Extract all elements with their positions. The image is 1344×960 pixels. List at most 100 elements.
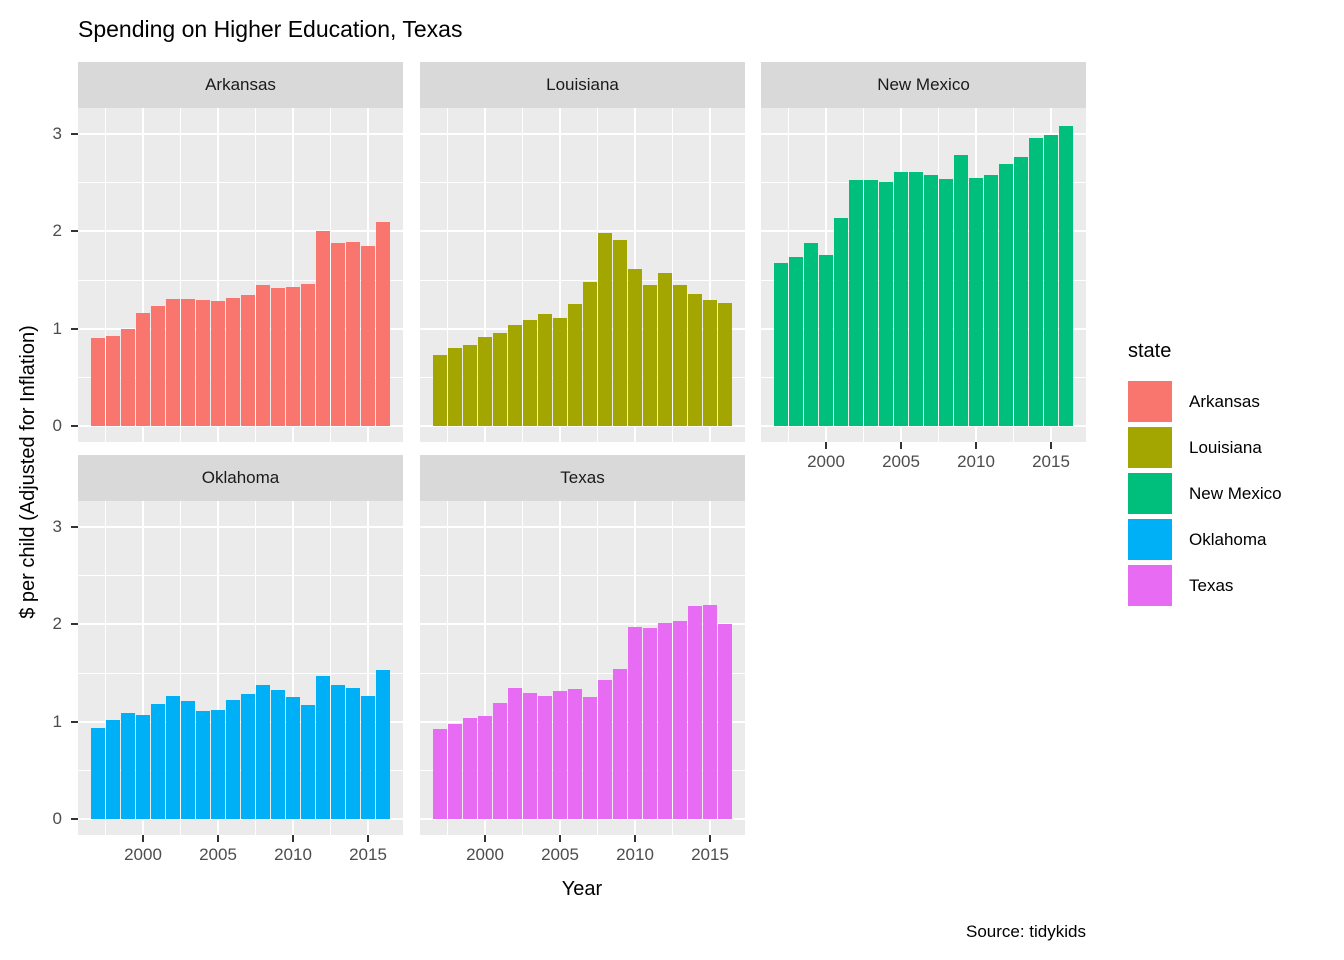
facet-panel-new-mexico [761, 108, 1086, 442]
bar-arkansas-2005 [211, 301, 225, 426]
legend-label: Louisiana [1189, 437, 1262, 457]
bar-louisiana-2009 [613, 240, 627, 426]
legend-label: New Mexico [1189, 483, 1282, 503]
gridline-major-v [142, 108, 144, 442]
x-tick-mark [559, 835, 561, 842]
x-tick-mark [484, 835, 486, 842]
gridline-major-v [217, 501, 219, 835]
bar-texas-2000 [478, 715, 492, 819]
bar-oklahoma-2001 [151, 704, 165, 819]
bar-oklahoma-2002 [166, 696, 180, 819]
x-tick-mark [292, 835, 294, 842]
bar-new-mexico-2004 [879, 181, 893, 426]
gridline-minor-v [863, 108, 864, 442]
bar-oklahoma-2014 [346, 687, 360, 819]
bar-oklahoma-2009 [271, 689, 285, 819]
x-tick-label: 2015 [349, 845, 387, 864]
bar-arkansas-2000 [136, 313, 150, 426]
bar-oklahoma-2006 [226, 700, 240, 819]
y-tick-label: 3 [52, 124, 62, 144]
bar-texas-2009 [613, 669, 627, 819]
bar-louisiana-2002 [508, 324, 522, 426]
gridline-major-h [420, 133, 745, 136]
legend-title: state [1128, 340, 1172, 362]
bar-louisiana-2006 [568, 304, 582, 426]
bar-arkansas-2007 [241, 294, 255, 426]
x-tick-label: 2005 [199, 845, 237, 864]
facet-strip-new-mexico: New Mexico [761, 62, 1086, 108]
x-tick-mark [1050, 442, 1052, 449]
bar-new-mexico-2013 [1014, 157, 1028, 426]
legend-swatch-arkansas [1128, 381, 1172, 422]
bar-new-mexico-2003 [864, 179, 878, 426]
gridline-minor-v [788, 108, 789, 442]
gridline-major-h [78, 133, 403, 136]
bar-new-mexico-2002 [849, 179, 863, 426]
bar-louisiana-2001 [493, 332, 507, 426]
gridline-major-h [78, 818, 403, 820]
gridline-minor-v [522, 501, 523, 835]
y-axis-title: $ per child (Adjusted for Inflation) [17, 325, 39, 619]
legend: state Arkansas Louisiana New Mexico Oklahom… [1128, 340, 1282, 611]
gridline-major-v [559, 108, 561, 442]
gridline-minor-h [420, 769, 745, 771]
y-tick-label: 3 [52, 517, 62, 537]
bar-louisiana-2008 [598, 233, 612, 426]
gridline-major-h [761, 327, 1086, 330]
gridline-minor-v [938, 108, 939, 442]
gridline-minor-v [105, 501, 106, 835]
gridline-minor-v [522, 108, 523, 442]
bar-arkansas-2001 [151, 306, 165, 426]
gridline-minor-v [330, 108, 331, 442]
gridline-major-h [78, 720, 403, 723]
bar-oklahoma-1997 [91, 727, 105, 819]
facet-strip-arkansas: Arkansas [78, 62, 403, 108]
x-tick-label: 2005 [882, 452, 920, 471]
gridline-minor-v [180, 501, 181, 835]
x-tick-label: 2000 [124, 845, 162, 864]
gridline-major-v [484, 501, 486, 835]
gridline-major-v [709, 108, 711, 442]
bar-arkansas-2013 [331, 243, 345, 426]
facet-strip-label: Oklahoma [201, 468, 280, 487]
bar-louisiana-2005 [553, 318, 567, 426]
gridline-minor-v [597, 108, 598, 442]
bar-texas-2002 [508, 687, 522, 819]
bar-new-mexico-1998 [789, 256, 803, 426]
gridline-minor-h [78, 769, 403, 771]
gridline-minor-h [78, 279, 403, 281]
gridline-major-h [420, 623, 745, 626]
bar-texas-2006 [568, 688, 582, 819]
facet-strip-label: Texas [560, 468, 605, 487]
legend-items: Arkansas Louisiana New Mexico Oklahoma Texas [1128, 381, 1282, 606]
bar-oklahoma-2015 [361, 696, 375, 819]
legend-item-new-mexico: New Mexico [1128, 473, 1282, 514]
gridline-major-h [420, 327, 745, 330]
bar-texas-2005 [553, 690, 567, 819]
gridline-minor-h [78, 182, 403, 184]
gridline-major-h [78, 327, 403, 330]
bar-new-mexico-2005 [894, 172, 908, 426]
facet-strip-oklahoma: Oklahoma [78, 455, 403, 501]
facet-strip-label: Arkansas [205, 75, 276, 94]
bar-new-mexico-2014 [1029, 138, 1043, 426]
gridline-major-h [420, 526, 745, 529]
gridline-major-h [78, 623, 403, 626]
gridline-minor-h [78, 376, 403, 378]
gridline-minor-v [330, 501, 331, 835]
gridline-major-h [78, 230, 403, 233]
bar-oklahoma-2008 [256, 684, 270, 819]
gridline-major-v [367, 501, 369, 835]
bar-arkansas-2012 [316, 231, 330, 426]
bar-texas-2012 [658, 623, 672, 819]
y-tick-mark [71, 526, 78, 529]
gridline-minor-h [761, 182, 1086, 184]
y-tick-mark [71, 720, 78, 723]
gridline-major-v [142, 501, 144, 835]
bar-oklahoma-2011 [301, 705, 315, 819]
gridline-minor-v [672, 108, 673, 442]
bar-louisiana-2007 [583, 282, 597, 426]
bar-new-mexico-2007 [924, 174, 938, 426]
bar-new-mexico-2009 [954, 154, 968, 426]
